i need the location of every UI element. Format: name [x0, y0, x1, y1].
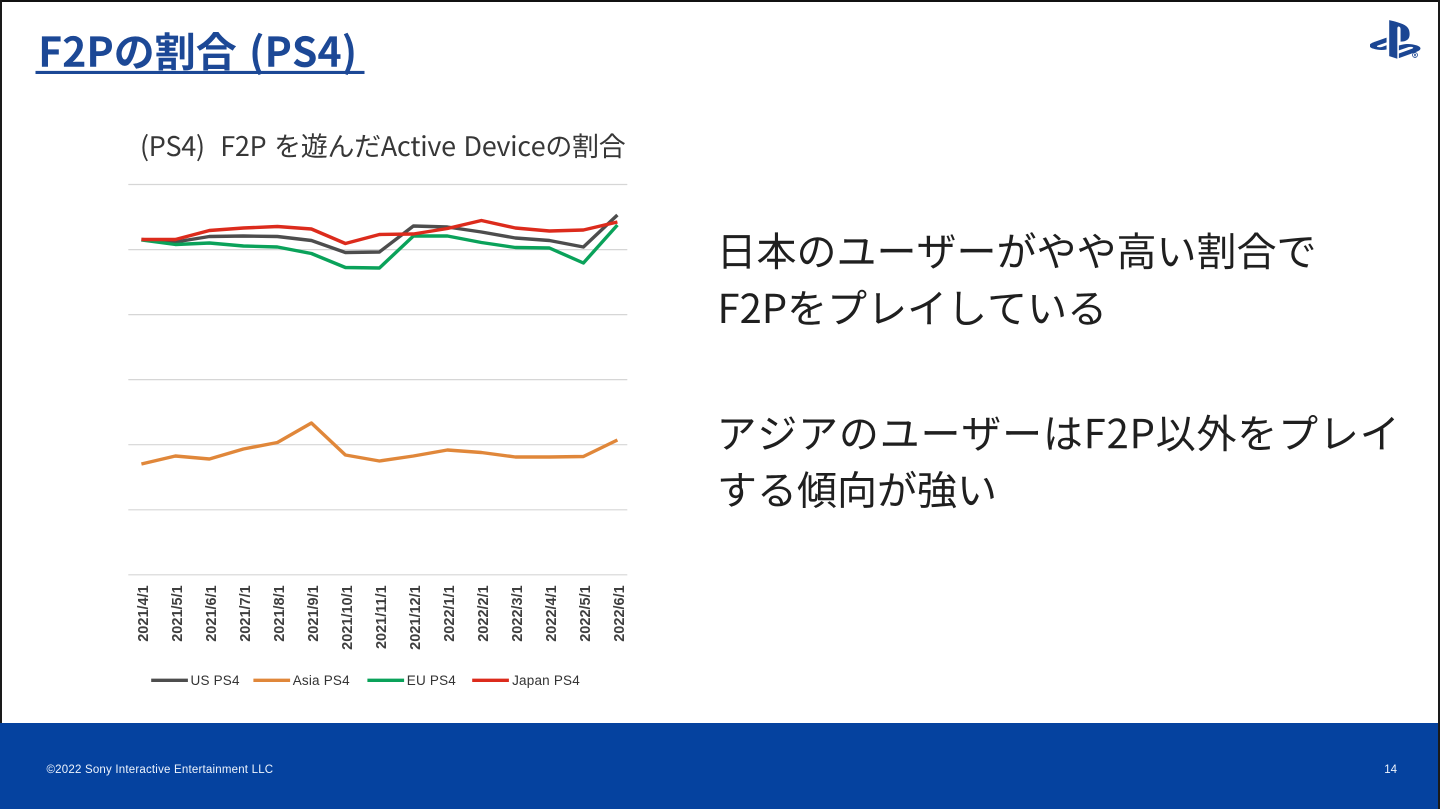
svg-text:2021/8/1: 2021/8/1 [272, 585, 288, 641]
svg-text:2022/2/1: 2022/2/1 [476, 585, 492, 641]
svg-text:2022/5/1: 2022/5/1 [578, 585, 594, 641]
svg-text:2022/1/1: 2022/1/1 [442, 585, 458, 641]
svg-text:2022/6/1: 2022/6/1 [612, 585, 628, 641]
svg-text:2021/11/1: 2021/11/1 [374, 585, 390, 649]
svg-text:2021/4/1: 2021/4/1 [136, 585, 152, 641]
svg-text:2021/6/1: 2021/6/1 [204, 585, 220, 641]
svg-text:2021/9/1: 2021/9/1 [306, 585, 322, 641]
svg-text:US PS4: US PS4 [191, 673, 241, 688]
svg-text:2021/10/1: 2021/10/1 [340, 585, 356, 650]
svg-text:EU PS4: EU PS4 [407, 673, 457, 688]
svg-text:2021/5/1: 2021/5/1 [170, 585, 186, 641]
svg-text:2021/12/1: 2021/12/1 [408, 585, 424, 650]
svg-text:2022/4/1: 2022/4/1 [544, 585, 560, 641]
svg-text:2021/7/1: 2021/7/1 [238, 585, 254, 641]
svg-text:Asia PS4: Asia PS4 [293, 673, 350, 688]
svg-text:2022/3/1: 2022/3/1 [510, 585, 526, 641]
svg-text:Japan PS4: Japan PS4 [512, 673, 580, 688]
